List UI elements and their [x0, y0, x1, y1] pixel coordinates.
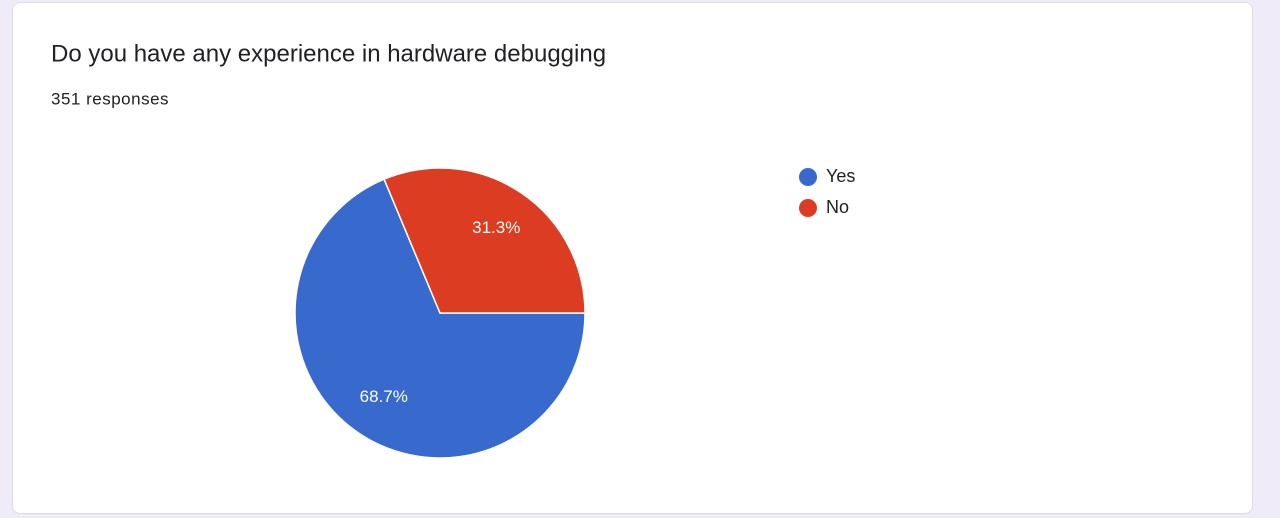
chart-title: Do you have any experience in hardware d… — [51, 40, 606, 67]
card — [12, 2, 1253, 514]
legend-swatch — [799, 168, 817, 186]
legend-label: Yes — [826, 166, 855, 186]
chart-subtitle: 351 responses — [51, 89, 169, 108]
legend-label: No — [826, 197, 849, 217]
slice-label: 68.7% — [360, 387, 408, 406]
legend-swatch — [799, 199, 817, 217]
slice-label: 31.3% — [472, 218, 520, 237]
pie-slice — [294, 178, 586, 459]
pie-slice — [383, 167, 586, 314]
